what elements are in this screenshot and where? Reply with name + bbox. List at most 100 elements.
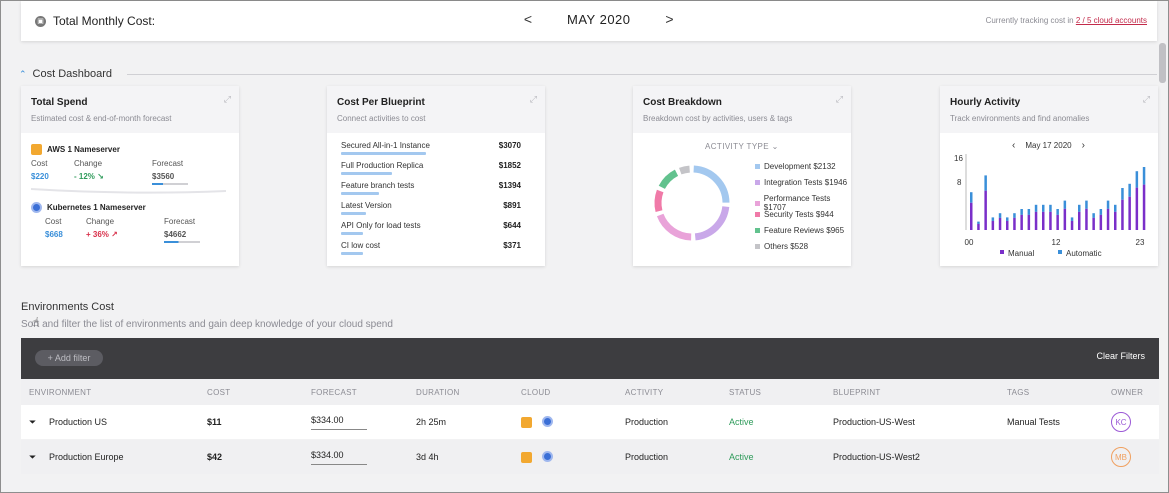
manual-bar[interactable]	[1135, 187, 1139, 230]
manual-bar[interactable]	[1063, 208, 1067, 230]
automatic-bar[interactable]	[1013, 213, 1016, 218]
manual-bar[interactable]	[977, 223, 980, 230]
manual-bar[interactable]	[970, 202, 973, 230]
donut-segment[interactable]	[658, 169, 679, 190]
expand-icon[interactable]: ⤢	[835, 94, 843, 104]
manual-bar[interactable]	[1114, 211, 1117, 230]
expand-icon[interactable]: ⤢	[1142, 94, 1150, 104]
donut-segment[interactable]	[654, 189, 664, 212]
manual-bar[interactable]	[1042, 211, 1045, 230]
automatic-bar[interactable]	[1099, 209, 1103, 215]
automatic-bar[interactable]	[1056, 209, 1059, 215]
column-cloud[interactable]: CLOUD	[521, 388, 551, 397]
column-activity[interactable]: ACTIVITY	[625, 388, 664, 397]
automatic-bar[interactable]	[991, 217, 995, 221]
manual-bar[interactable]	[1013, 217, 1016, 230]
expand-icon[interactable]: ⤢	[529, 94, 537, 104]
cloud-accounts-link[interactable]: 2 / 5 cloud accounts	[1075, 16, 1147, 25]
column-owner[interactable]: OWNER	[1111, 388, 1144, 397]
blueprint-cell[interactable]: Production-US-West	[833, 417, 915, 427]
cost-value: $220	[31, 172, 49, 181]
automatic-bar[interactable]	[977, 221, 980, 224]
manual-bar[interactable]	[1106, 208, 1110, 230]
next-day-button[interactable]: ›	[1081, 140, 1085, 151]
donut-segment[interactable]	[656, 213, 692, 241]
manual-bar[interactable]	[1078, 211, 1081, 230]
automatic-bar[interactable]	[1135, 171, 1139, 188]
table-row[interactable]: ⏷ Production Europe $42 $334.00 3d 4h Product…	[21, 440, 1159, 474]
manual-bar[interactable]	[1049, 211, 1052, 230]
automatic-bar[interactable]	[998, 213, 1002, 218]
manual-bar[interactable]	[984, 190, 987, 230]
column-blueprint[interactable]: BLUEPRINT	[833, 388, 881, 397]
manual-bar[interactable]	[1020, 214, 1023, 230]
column-forecast[interactable]: FORECAST	[311, 388, 357, 397]
manual-bar[interactable]	[1128, 196, 1131, 230]
manual-bar[interactable]	[1027, 214, 1031, 230]
blueprint-cell[interactable]: Production-US-West2	[833, 452, 920, 462]
manual-bar[interactable]	[1034, 211, 1038, 230]
automatic-bar[interactable]	[1128, 183, 1131, 197]
automatic-bar[interactable]	[1070, 217, 1074, 221]
clear-filters-button[interactable]: Clear Filters	[1096, 351, 1145, 361]
manual-bar[interactable]	[1121, 199, 1124, 230]
filter-icon[interactable]: ⏷	[29, 417, 37, 427]
owner-avatar[interactable]: KC	[1111, 412, 1131, 432]
manual-bar[interactable]	[1099, 214, 1103, 230]
donut-segment[interactable]	[693, 165, 730, 203]
environment-name[interactable]: Production US	[49, 417, 108, 427]
manual-bar[interactable]	[1085, 208, 1088, 230]
expand-icon[interactable]: ⤢	[223, 94, 231, 104]
automatic-bar[interactable]	[1142, 167, 1146, 185]
add-filter-button[interactable]: + Add filter	[35, 350, 103, 366]
manual-bar[interactable]	[1092, 217, 1095, 230]
scrollbar-thumb[interactable]	[1159, 43, 1166, 83]
donut-segment[interactable]	[679, 165, 690, 175]
manual-bar[interactable]	[998, 217, 1002, 230]
automatic-bar[interactable]	[1042, 204, 1045, 212]
automatic-bar[interactable]	[1020, 209, 1023, 215]
forecast-input[interactable]: $334.00	[311, 450, 367, 465]
automatic-bar[interactable]	[1085, 200, 1088, 209]
automatic-bar[interactable]	[1106, 200, 1110, 209]
column-status[interactable]: STATUS	[729, 388, 762, 397]
manual-bar[interactable]	[1006, 220, 1009, 230]
forecast-input[interactable]: $334.00	[311, 415, 367, 430]
automatic-bar[interactable]	[1114, 204, 1117, 212]
manual-bar[interactable]	[991, 220, 995, 230]
previous-day-button[interactable]: ‹	[1012, 140, 1016, 151]
table-row[interactable]: ⏷ Production US $11 $334.00 2h 25m Production…	[21, 405, 1159, 439]
automatic-bar[interactable]	[1006, 217, 1009, 221]
chevron-up-icon[interactable]: ⌃	[19, 68, 27, 79]
blueprint-row[interactable]: CI low cost $371	[341, 241, 521, 255]
filter-icon[interactable]: ⏷	[29, 452, 37, 462]
blueprint-row[interactable]: Latest Version $891	[341, 201, 521, 215]
automatic-bar[interactable]	[1078, 204, 1081, 212]
blueprint-row[interactable]: Full Production Replica $1852	[341, 161, 521, 175]
column-tags[interactable]: TAGS	[1007, 388, 1030, 397]
automatic-bar[interactable]	[1027, 209, 1031, 215]
column-environment[interactable]: ENVIRONMENT	[29, 388, 92, 397]
owner-avatar[interactable]: MB	[1111, 447, 1131, 467]
manual-bar[interactable]	[1056, 214, 1059, 230]
automatic-bar[interactable]	[1092, 213, 1095, 218]
cost-dashboard-header[interactable]: ⌃ Cost Dashboard	[19, 68, 112, 80]
automatic-bar[interactable]	[1049, 204, 1052, 212]
automatic-bar[interactable]	[984, 175, 987, 191]
previous-month-button[interactable]: <	[523, 11, 533, 27]
activity-type-dropdown[interactable]: ACTIVITY TYPE ⌄	[705, 142, 779, 151]
next-month-button[interactable]: >	[665, 11, 674, 27]
automatic-bar[interactable]	[1063, 200, 1067, 209]
manual-bar[interactable]	[1070, 220, 1074, 230]
donut-segment[interactable]	[694, 206, 730, 241]
environment-name[interactable]: Production Europe	[49, 452, 124, 462]
column-cost[interactable]: COST	[207, 388, 231, 397]
manual-bar[interactable]	[1142, 184, 1146, 230]
automatic-bar[interactable]	[1121, 188, 1124, 200]
blueprint-row[interactable]: API Only for load tests $644	[341, 221, 521, 235]
automatic-bar[interactable]	[970, 192, 973, 203]
blueprint-row[interactable]: Secured All-in-1 Instance $3070	[341, 141, 521, 155]
column-duration[interactable]: DURATION	[416, 388, 460, 397]
automatic-bar[interactable]	[1034, 204, 1038, 212]
blueprint-row[interactable]: Feature branch tests $1394	[341, 181, 521, 195]
